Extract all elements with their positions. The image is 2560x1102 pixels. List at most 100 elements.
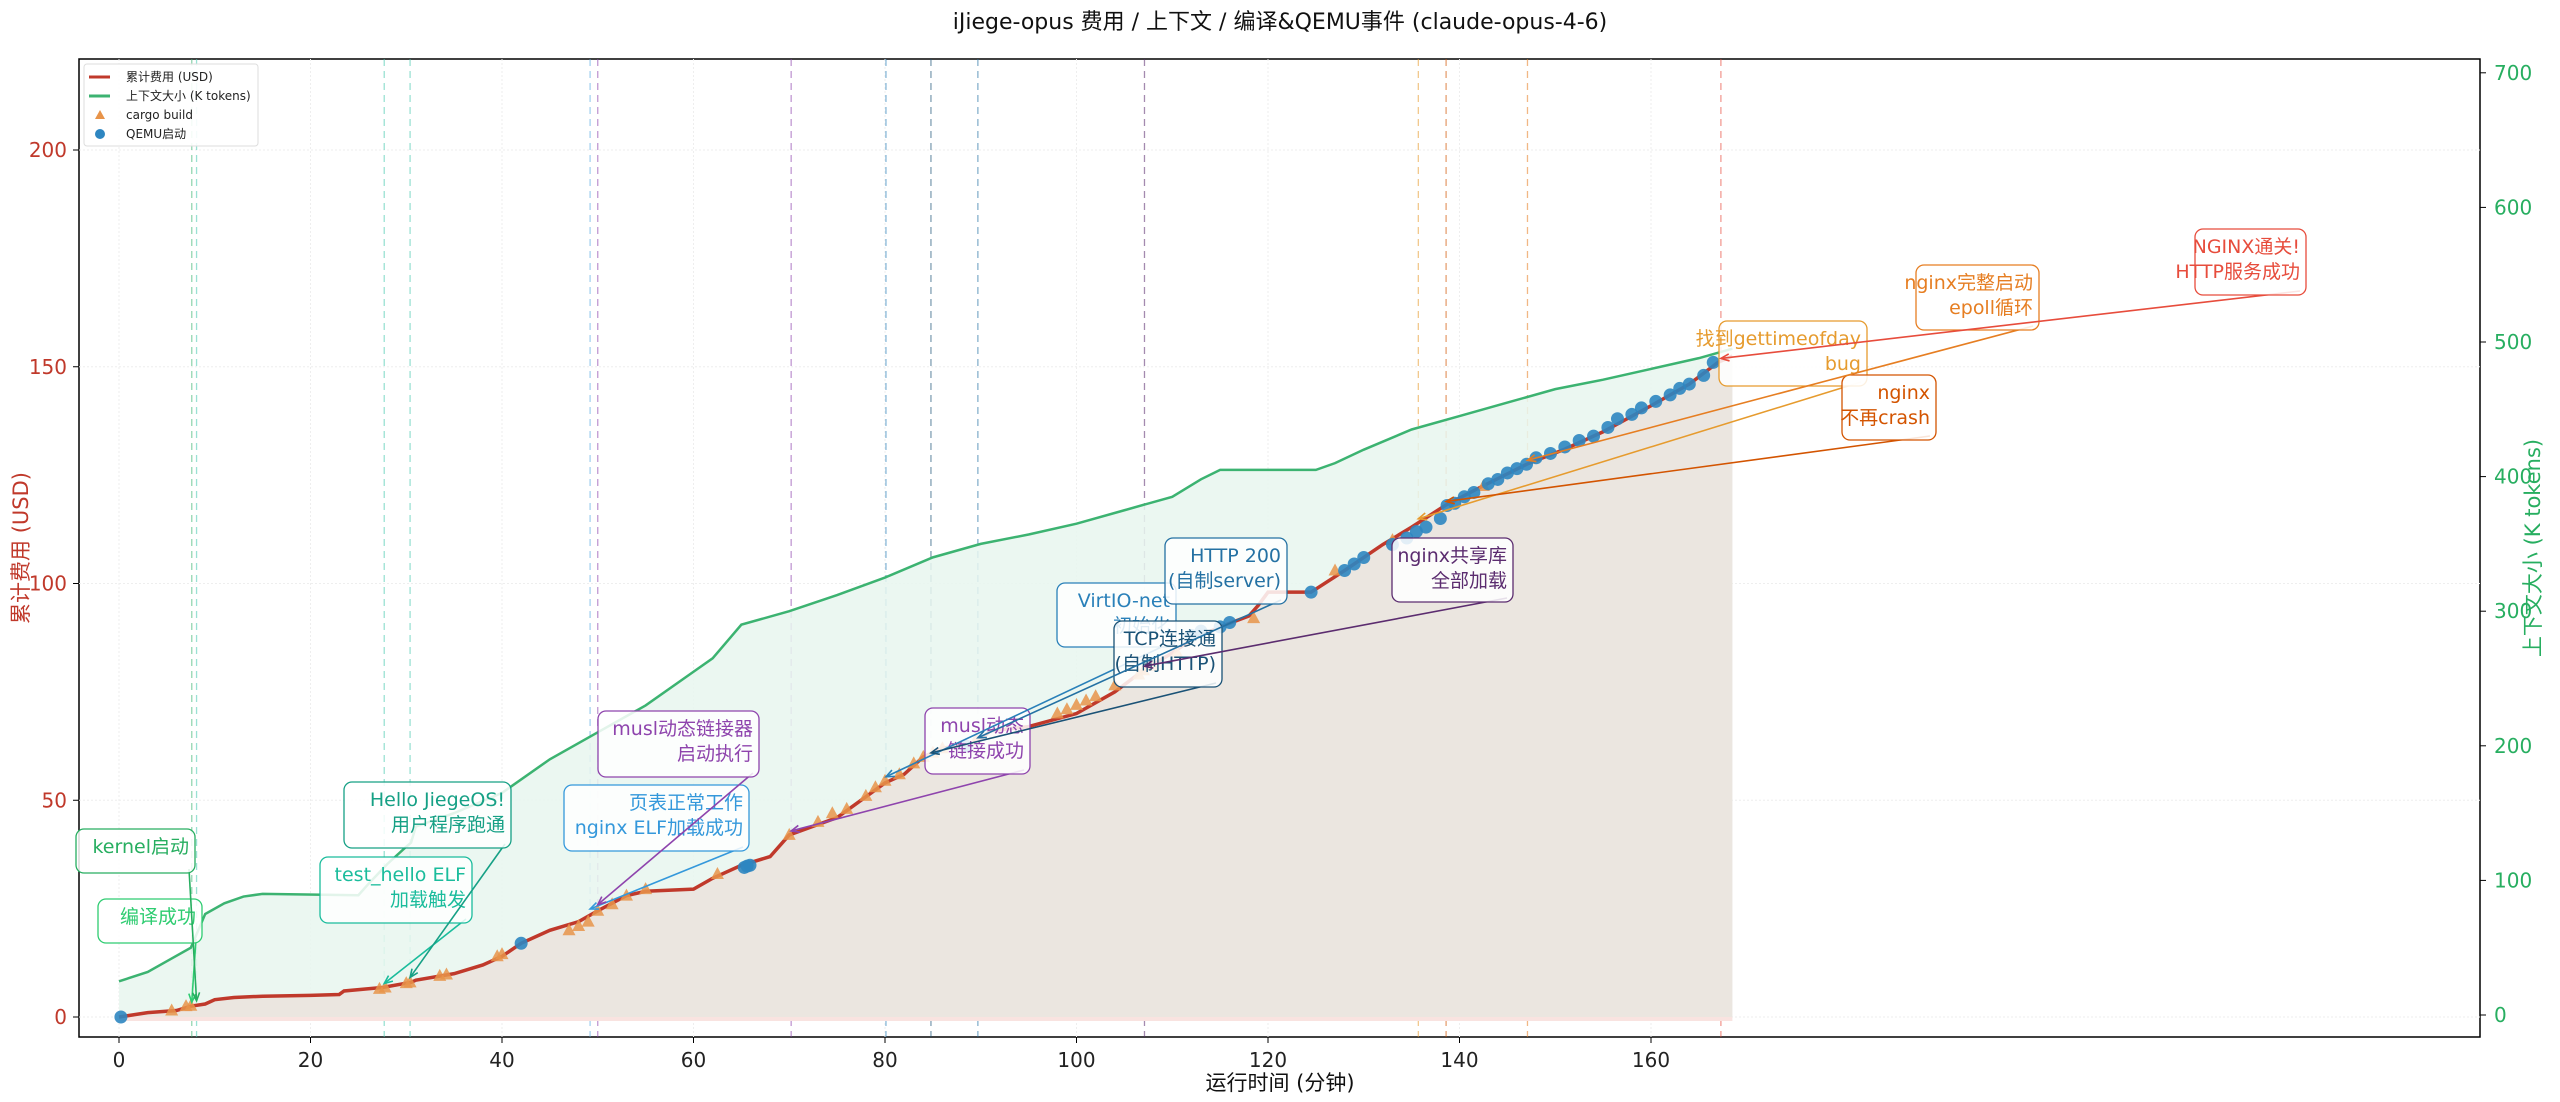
qemu-marker xyxy=(1338,563,1352,577)
annotation-text: nginx ELF加载成功 xyxy=(575,817,743,839)
cargo-build-marker xyxy=(184,998,198,1011)
x-tick-label: 60 xyxy=(681,1048,706,1072)
cargo-build-marker xyxy=(825,806,839,819)
y-tick-label-left: 150 xyxy=(29,355,67,379)
annotation: 页表正常工作 nginx ELF加载成功 xyxy=(563,784,750,910)
cargo-build-marker xyxy=(811,814,825,827)
qemu-marker xyxy=(1347,557,1361,571)
annotation-text: 全部加载 xyxy=(1431,570,1507,592)
y-tick-label-right: 700 xyxy=(2494,61,2532,85)
cargo-build-marker xyxy=(1070,697,1083,710)
annotation-text: 编译成功 xyxy=(120,906,196,928)
svg-text:cargo build: cargo build xyxy=(126,108,193,122)
cargo-build-marker xyxy=(1089,689,1103,702)
y-tick-label-right: 0 xyxy=(2494,1003,2507,1027)
annotation-text: 启动执行 xyxy=(677,743,753,765)
qemu-marker xyxy=(1634,401,1648,415)
legend-box xyxy=(83,63,259,147)
cargo-build-marker xyxy=(495,947,509,960)
qemu-marker xyxy=(1357,550,1371,564)
qemu-marker xyxy=(1587,429,1601,443)
cargo-build-marker xyxy=(378,980,392,993)
y-tick-label-right: 500 xyxy=(2494,330,2532,354)
cargo-build-marker xyxy=(639,882,653,895)
annotation: nginx 不再crash xyxy=(1444,374,1937,505)
qemu-marker xyxy=(1649,394,1663,408)
event-markers xyxy=(114,355,1720,1024)
cargo-build-marker xyxy=(1079,693,1093,706)
x-tick-label: 140 xyxy=(1440,1048,1478,1072)
svg-text:累计费用 (USD): 累计费用 (USD) xyxy=(126,70,213,84)
x-tick-label: 160 xyxy=(1632,1048,1670,1072)
cargo-build-marker xyxy=(1060,702,1074,715)
qemu-marker xyxy=(1572,433,1586,447)
qemu-marker xyxy=(1467,485,1481,499)
svg-text:上下文大小 (K tokens): 上下文大小 (K tokens) xyxy=(126,88,251,103)
annotation-text: 加载触发 xyxy=(390,889,466,911)
annotation-text: epoll循环 xyxy=(1949,297,2033,319)
annotation-text: nginx xyxy=(1877,382,1930,404)
annotation-text: nginx完整启动 xyxy=(1904,272,2033,294)
cargo-build-marker xyxy=(840,801,854,814)
cargo-build-marker xyxy=(562,923,576,936)
annotation-text: kernel启动 xyxy=(92,836,189,858)
annotation-text: TCP连接通 xyxy=(1123,628,1216,650)
cargo-build-marker xyxy=(1108,678,1122,691)
y-tick-label-right: 600 xyxy=(2494,195,2532,219)
legend-item: 累计费用 (USD) xyxy=(89,70,213,84)
x-tick-label: 80 xyxy=(872,1048,897,1072)
qemu-marker xyxy=(1625,407,1639,421)
annotation: NGINX通关! HTTP服务成功 xyxy=(1718,228,2307,362)
x-axis-label: 运行时间 (分钟) xyxy=(1205,1071,1354,1095)
qemu-marker xyxy=(1491,472,1505,486)
qemu-marker xyxy=(514,936,528,950)
annotation-text: musl动态 xyxy=(940,715,1024,737)
qemu-marker xyxy=(1304,585,1318,599)
annotation: nginx完整启动 epoll循环 xyxy=(1525,264,2040,463)
cargo-build-marker xyxy=(710,866,724,879)
cargo-build-marker xyxy=(572,918,586,931)
annotation-text: 不再crash xyxy=(1840,407,1930,429)
y-tick-label-left: 200 xyxy=(29,138,67,162)
cargo-build-marker xyxy=(1328,563,1342,576)
annotation: test_hello ELF 加载触发 xyxy=(319,856,473,985)
annotation-text: 链接成功 xyxy=(948,740,1024,762)
context-line xyxy=(118,347,1733,983)
legend-item: QEMU启动 xyxy=(95,127,186,141)
y-tick-label-right: 200 xyxy=(2494,734,2532,758)
cargo-build-marker xyxy=(1050,706,1064,719)
y-tick-label-left: 50 xyxy=(42,788,67,812)
y-axis-label-right: 上下文大小 (K tokens) xyxy=(2521,439,2545,657)
cargo-build-marker xyxy=(782,827,796,840)
cargo-build-marker xyxy=(1247,611,1261,624)
annotation-text: HTTP服务成功 xyxy=(2175,261,2300,283)
annotation-text: NGINX通关! xyxy=(2193,236,2300,258)
cargo-build-marker xyxy=(868,780,882,793)
x-tick-label: 100 xyxy=(1057,1048,1095,1072)
qemu-marker xyxy=(1601,420,1615,434)
cargo-build-marker xyxy=(878,773,892,786)
annotation-text: (自制HTTP) xyxy=(1115,653,1216,675)
legend: 累计费用 (USD) 上下文大小 (K tokens) cargo build QEM… xyxy=(83,63,259,147)
legend-item: cargo build xyxy=(95,108,193,122)
legend-item: 上下文大小 (K tokens) xyxy=(89,88,251,103)
y-axis-label-left: 累计费用 (USD) xyxy=(9,472,33,624)
annotation-text: 页表正常工作 xyxy=(629,792,743,814)
axes: 0 20 40 60 80 100 120 140 160 0 50 100 150 200 0 100 200… xyxy=(29,61,2532,1072)
area-fills xyxy=(119,348,1733,1021)
annotation-text: Hello JiegeOS! xyxy=(370,789,505,811)
annotation-text: musl动态链接器 xyxy=(612,718,753,740)
y-tick-label-right: 100 xyxy=(2494,868,2532,892)
cargo-build-marker xyxy=(403,975,417,988)
annotation: HTTP 200 (自制server) xyxy=(976,537,1288,739)
annotation-text: nginx共享库 xyxy=(1397,545,1507,567)
svg-text:QEMU启动: QEMU启动 xyxy=(126,127,186,141)
annotation-text: test_hello ELF xyxy=(335,864,466,886)
annotation-text: (自制server) xyxy=(1168,570,1281,592)
y-tick-label-right: 400 xyxy=(2494,465,2532,489)
y-tick-label-left: 100 xyxy=(29,572,67,596)
qemu-marker xyxy=(1663,388,1677,402)
qemu-marker xyxy=(1610,412,1624,426)
